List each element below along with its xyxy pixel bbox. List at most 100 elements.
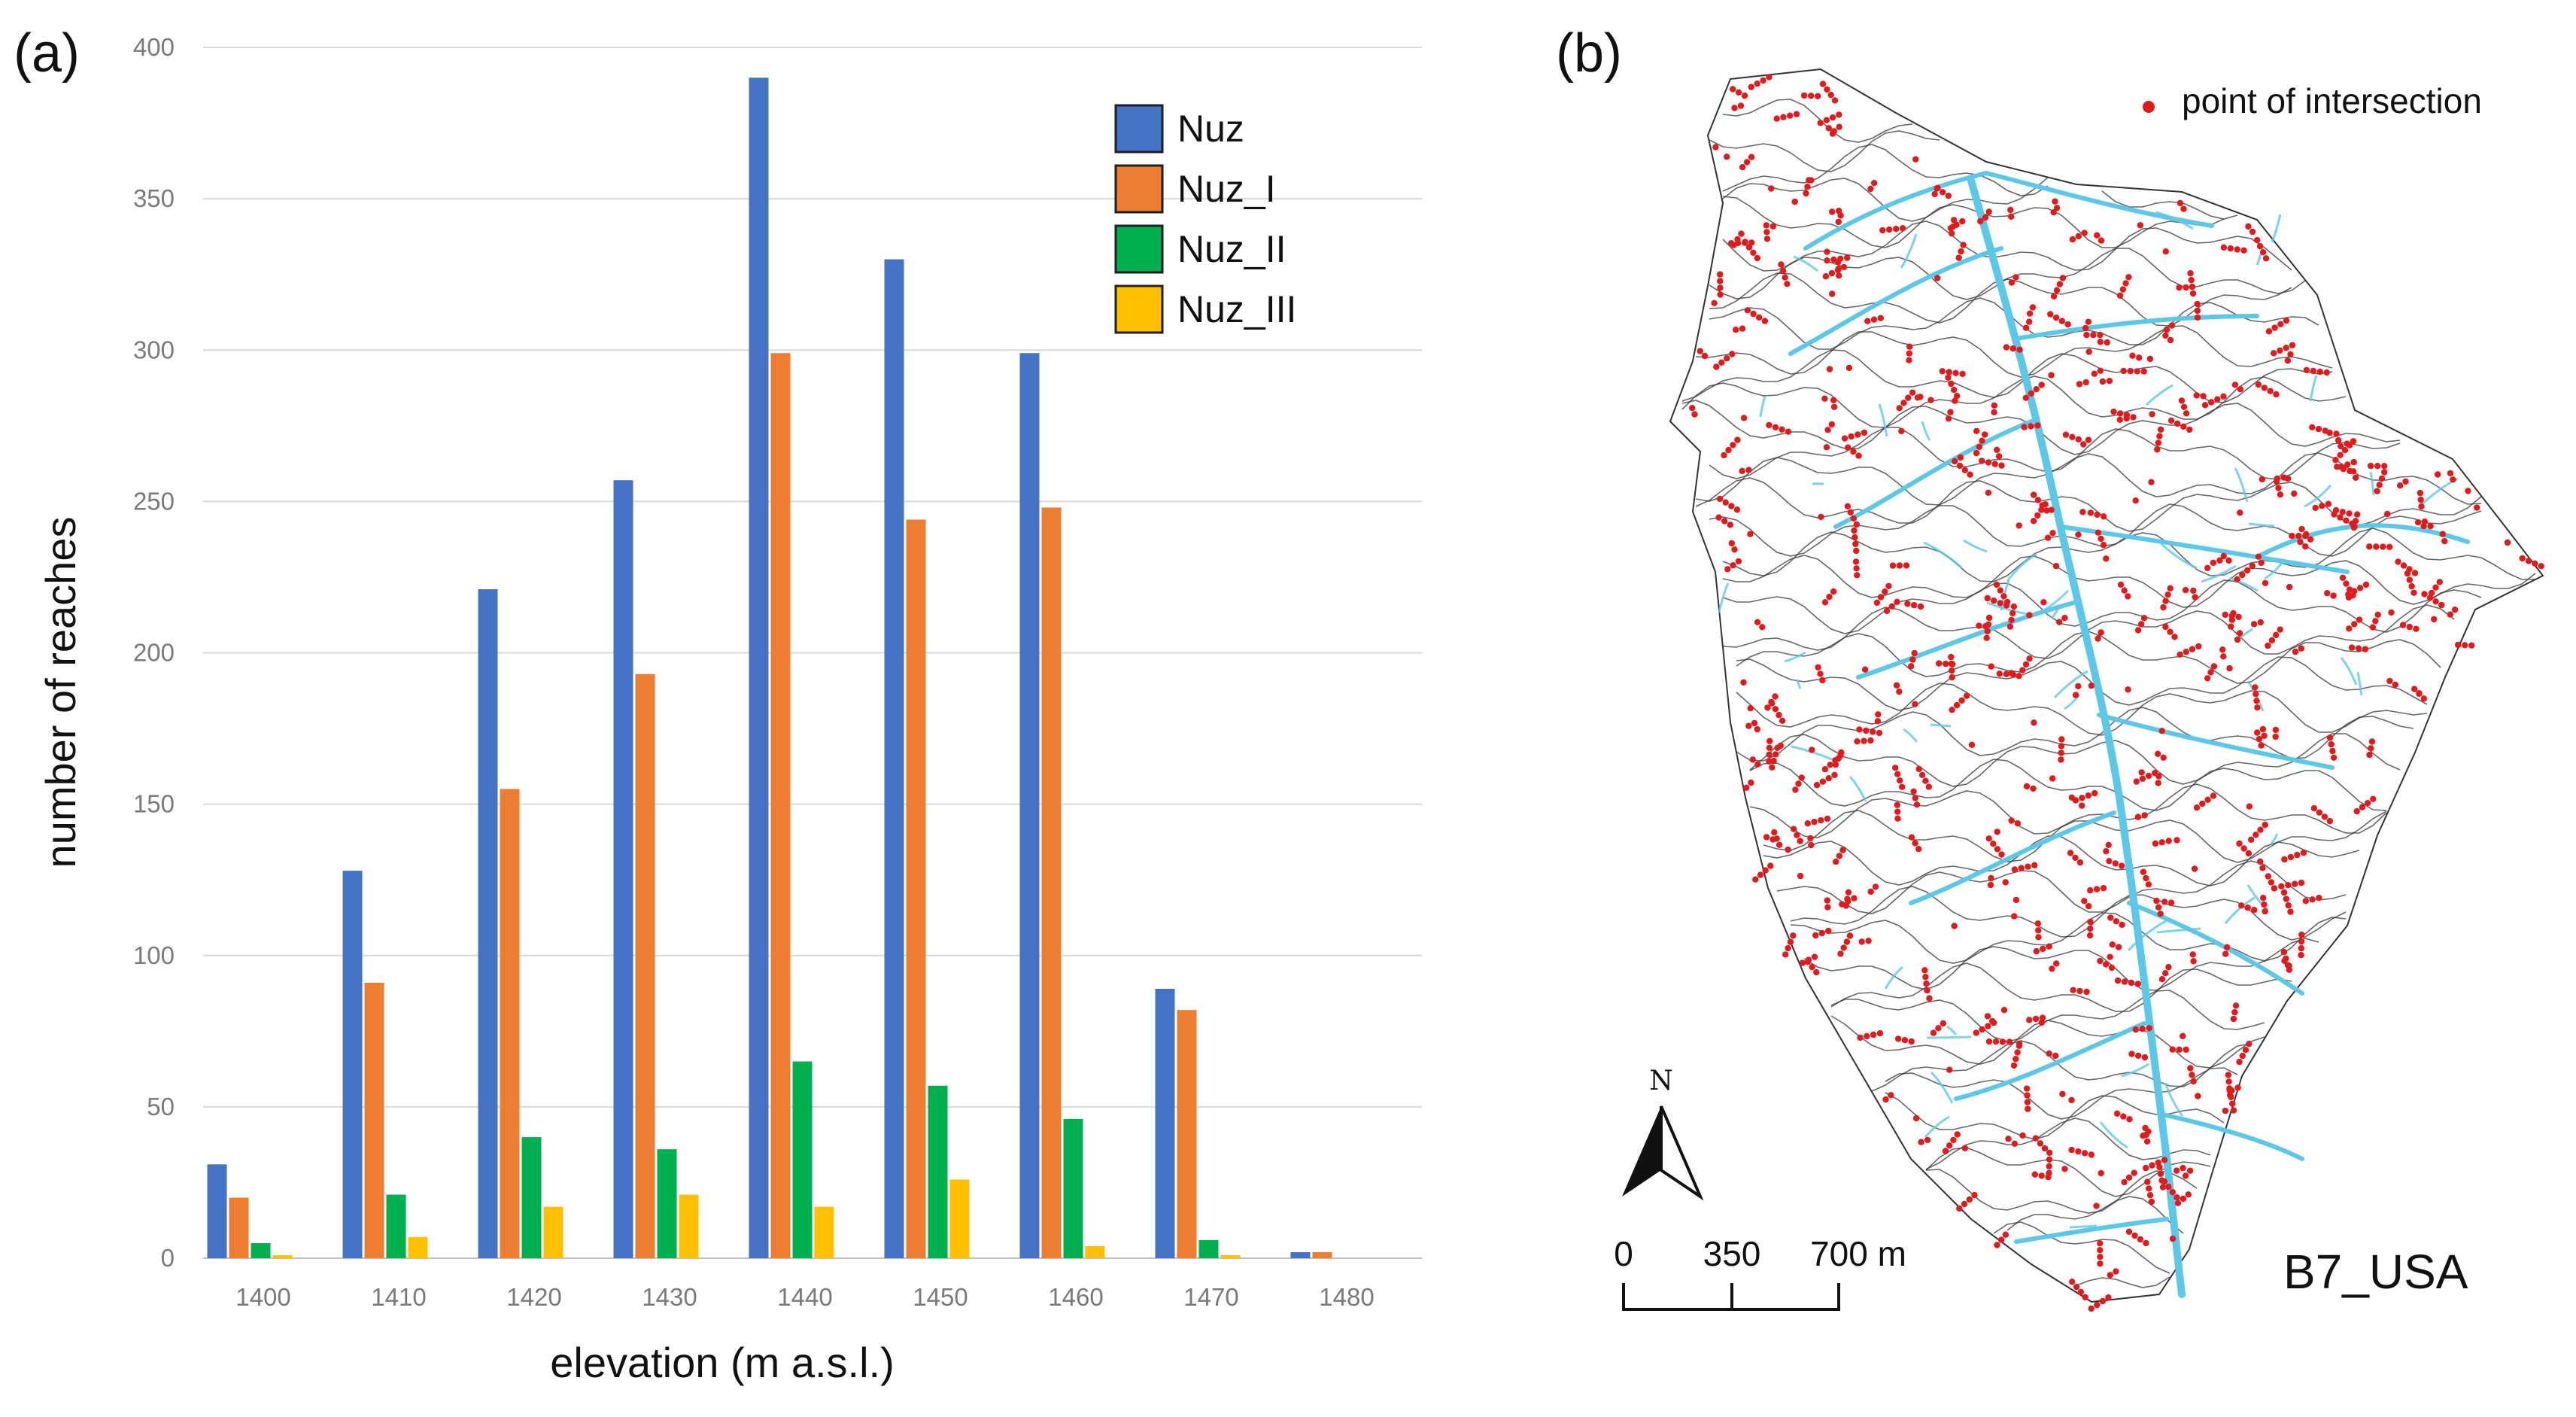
intersection-point	[1861, 429, 1868, 436]
intersection-point	[1839, 847, 1846, 853]
intersection-point	[1956, 1205, 1963, 1212]
intersection-point	[2326, 734, 2334, 741]
map-legend-label: point of intersection	[2182, 81, 2482, 120]
intersection-point	[2119, 286, 2127, 293]
intersection-point	[1757, 871, 1764, 878]
intersection-point	[2416, 690, 2423, 697]
intersection-point	[2098, 237, 2105, 244]
intersection-point	[1740, 415, 1748, 421]
intersection-point	[2031, 862, 2038, 869]
intersection-point	[2277, 491, 2284, 498]
intersection-point	[2138, 769, 2145, 776]
intersection-point	[2079, 802, 2085, 809]
intersection-point	[2120, 367, 2127, 375]
intersection-point	[1840, 944, 1847, 951]
intersection-point	[1843, 938, 1851, 945]
minor-stream	[1963, 539, 1988, 553]
tributary-stream	[1833, 419, 2034, 529]
intersection-point	[1994, 829, 2000, 835]
intersection-point	[1976, 443, 1982, 451]
intersection-point	[1830, 588, 1837, 595]
intersection-point	[2023, 1085, 2031, 1092]
minor-stream	[1903, 728, 1918, 743]
intersection-point	[1844, 254, 1851, 261]
intersection-point	[1711, 300, 1718, 306]
intersection-point	[1861, 666, 1869, 673]
intersection-point	[2207, 669, 2214, 676]
intersection-point	[1777, 742, 1784, 750]
intersection-point	[1836, 853, 1843, 859]
intersection-point	[2251, 907, 2258, 914]
intersection-point	[2119, 862, 2125, 869]
intersection-point	[2128, 1051, 2135, 1057]
intersection-point	[1870, 1031, 1877, 1038]
intersection-point	[1763, 229, 1770, 236]
north-arrow-label: N	[1649, 1066, 1673, 1096]
intersection-point	[2125, 274, 2132, 281]
intersection-point	[1818, 513, 1824, 521]
intersection-point	[2180, 403, 2188, 410]
minor-stream	[2229, 576, 2259, 592]
intersection-point	[1853, 565, 1860, 572]
intersection-point	[1858, 938, 1865, 945]
y-tick-label: 150	[133, 790, 175, 818]
minor-stream	[2269, 833, 2279, 846]
intersection-point	[2271, 350, 2277, 357]
intersection-point	[1984, 1013, 1991, 1020]
intersection-point	[1987, 881, 1994, 889]
intersection-point	[2300, 850, 2307, 856]
intersection-point	[1766, 758, 1773, 765]
intersection-point	[1879, 227, 1886, 234]
intersection-point	[1876, 729, 1883, 737]
bar-nuz-ii	[251, 1242, 271, 1258]
contour-line	[1830, 962, 2292, 1012]
intersection-point	[1845, 444, 1852, 451]
intersection-point	[2272, 726, 2280, 734]
intersection-point	[2117, 410, 2124, 417]
intersection-point	[2182, 1172, 2189, 1179]
intersection-point	[2087, 886, 2094, 894]
intersection-point	[2085, 436, 2092, 443]
minor-stream	[2127, 920, 2167, 952]
intersection-point	[1738, 230, 1745, 237]
intersection-point	[1998, 1236, 2005, 1243]
minor-stream	[1793, 255, 1818, 272]
intersection-point	[1797, 872, 1804, 880]
intersection-point	[2183, 649, 2189, 655]
intersection-point	[2273, 391, 2280, 398]
intersection-point	[2032, 1015, 2040, 1023]
intersection-point	[2003, 598, 2011, 606]
intersection-point	[2031, 1171, 2038, 1178]
intersection-point	[1713, 363, 1720, 370]
intersection-point	[1754, 81, 1760, 87]
intersection-point	[1822, 273, 1830, 280]
intersection-point	[1806, 177, 1812, 184]
intersection-point	[1924, 987, 1930, 994]
intersection-point	[2337, 514, 2344, 521]
intersection-point	[2227, 245, 2234, 252]
intersection-point	[1864, 1032, 1870, 1040]
intersection-point	[2034, 497, 2042, 503]
intersection-point	[2234, 246, 2240, 253]
intersection-point	[2108, 964, 2116, 972]
intersection-point	[2068, 1096, 2075, 1104]
intersection-point	[1818, 929, 1825, 937]
intersection-point	[2087, 918, 2094, 926]
intersection-point	[1814, 93, 1821, 99]
intersection-point	[2294, 851, 2301, 859]
intersection-point	[2298, 525, 2305, 533]
intersection-point	[2143, 1138, 2151, 1145]
intersection-point	[2135, 1052, 2142, 1060]
intersection-point	[2355, 645, 2362, 652]
intersection-point	[2079, 795, 2085, 801]
minor-stream	[1796, 679, 1802, 689]
intersection-point	[1760, 77, 1766, 84]
intersection-point	[2244, 905, 2251, 911]
intersection-point	[2011, 1140, 2019, 1148]
intersection-point	[2254, 704, 2261, 711]
intersection-point	[2155, 904, 2162, 911]
intersection-point	[2291, 490, 2298, 497]
intersection-point	[2144, 1178, 2151, 1185]
minor-stream	[2369, 471, 2375, 496]
contour-line	[2074, 1276, 2170, 1288]
